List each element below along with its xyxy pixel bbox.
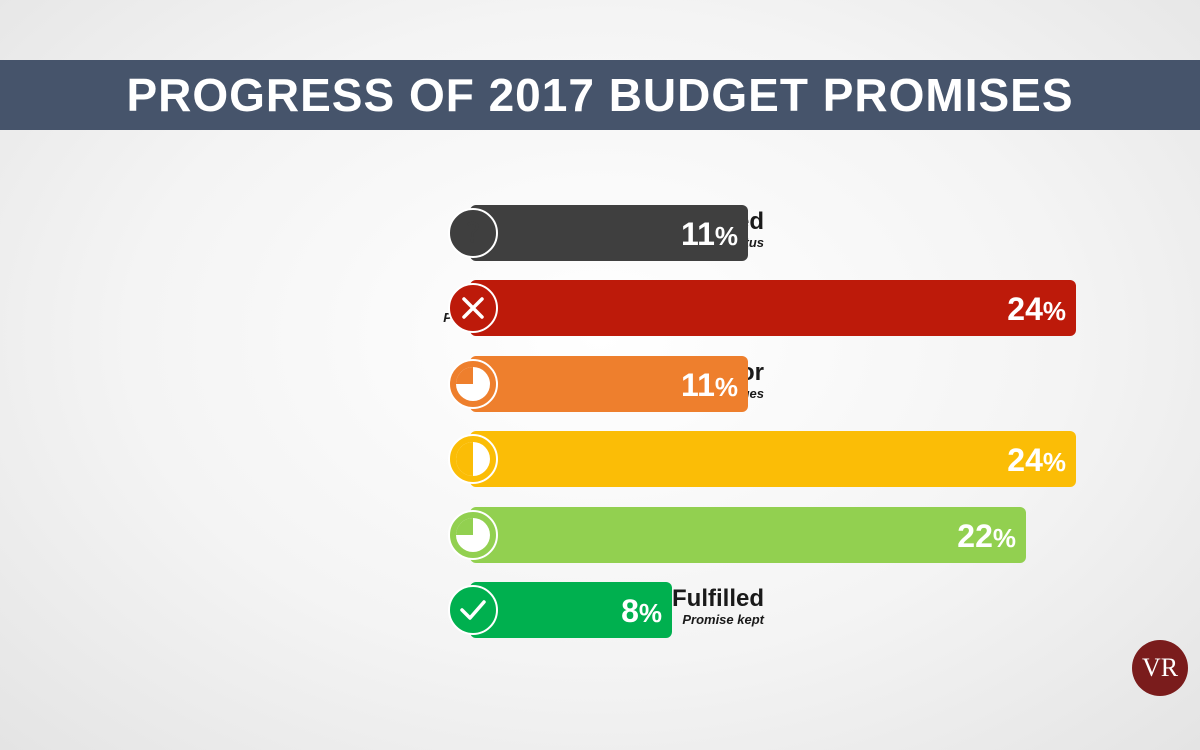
logo-text: VR bbox=[1141, 653, 1179, 682]
category-name: Fulfilled bbox=[672, 585, 764, 612]
value-number: 22 bbox=[957, 518, 993, 554]
value-unit: % bbox=[638, 598, 662, 628]
bar-value-label: 24% bbox=[1007, 431, 1066, 487]
x-icon bbox=[448, 283, 498, 333]
value-unit: % bbox=[1042, 296, 1066, 326]
bar-value-label: 22% bbox=[957, 507, 1016, 563]
bar-value-label: 8% bbox=[621, 582, 662, 638]
value-unit: % bbox=[1042, 447, 1066, 477]
value-number: 8 bbox=[621, 593, 639, 629]
value-number: 11 bbox=[681, 367, 715, 403]
bar-fulfilled: 8% bbox=[470, 582, 672, 638]
value-number: 24 bbox=[1007, 442, 1043, 478]
page-title: PROGRESS OF 2017 BUDGET PROMISES bbox=[126, 69, 1074, 121]
value-number: 11 bbox=[681, 216, 715, 252]
value-unit: % bbox=[714, 221, 738, 251]
bar-value-label: 24% bbox=[1007, 280, 1066, 336]
question-icon: ? bbox=[448, 208, 498, 258]
bar-broken: 24% bbox=[470, 280, 1076, 336]
category-description: Promise kept bbox=[682, 612, 764, 627]
title-bar: PROGRESS OF 2017 BUDGET PROMISES bbox=[0, 60, 1200, 130]
bar-value-label: 11% bbox=[681, 205, 738, 261]
check-icon bbox=[448, 585, 498, 635]
category-label-fulfilled: Fulfilled Promise kept bbox=[672, 586, 764, 628]
value-unit: % bbox=[992, 523, 1016, 553]
bar-poor: 11% bbox=[470, 356, 748, 412]
bar-undisclosed: 11% bbox=[470, 205, 748, 261]
three-quarter-pie-icon bbox=[448, 510, 498, 560]
quarter-pie-icon bbox=[448, 359, 498, 409]
value-unit: % bbox=[714, 372, 738, 402]
bar-value-label: 11% bbox=[681, 356, 738, 412]
half-pie-icon bbox=[448, 434, 498, 484]
bar-partial: 24% bbox=[470, 431, 1076, 487]
value-number: 24 bbox=[1007, 291, 1043, 327]
vr-logo: VR bbox=[1132, 640, 1188, 696]
bar-substantial: 22% bbox=[470, 507, 1026, 563]
